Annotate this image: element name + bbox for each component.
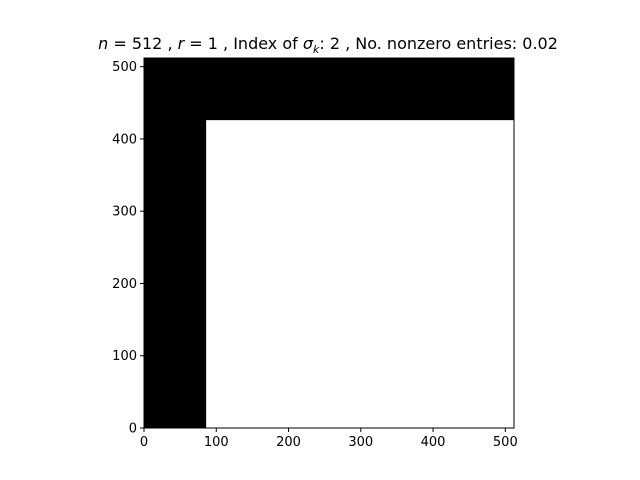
x-tick-label: 500 [493,435,518,450]
y-tick-label: 100 [112,349,137,364]
title-n-eq: = 512 , [108,34,177,53]
title-r-eq: = 1 , Index of [184,34,303,53]
y-tick-label: 400 [112,132,137,147]
x-tick-label: 400 [421,435,446,450]
x-tick-label: 0 [140,435,148,450]
nonzero-region-2 [144,58,514,121]
x-tick-label: 300 [348,435,373,450]
x-tick-label: 100 [204,435,229,450]
y-axis: 0 100 200 300 400 500 [112,60,144,437]
title-n-var: n [98,34,108,53]
title-sub-k: k [313,43,320,56]
chart-title: n = 512 , r = 1 , Index of σk: 2 , No. n… [98,34,558,56]
y-tick-label: 200 [112,277,137,292]
plot-area [143,57,515,429]
title-rest: : 2 , No. nonzero entries: 0.02 [319,34,558,53]
axes-frame [143,57,515,429]
x-axis: 0 100 200 300 400 500 [140,428,518,450]
y-tick-label: 500 [112,60,137,75]
title-sigma: σ [303,34,314,53]
y-tick-label: 0 [129,422,137,437]
y-tick-label: 300 [112,205,137,220]
x-tick-label: 200 [276,435,301,450]
title-r-var: r [178,34,186,53]
